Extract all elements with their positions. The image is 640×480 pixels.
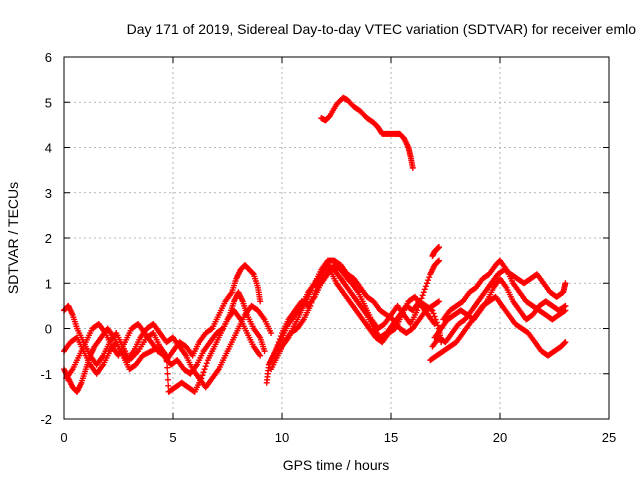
series-track-6 — [265, 257, 442, 368]
data-point — [420, 289, 427, 296]
data-point — [164, 370, 171, 377]
chart-title: Day 171 of 2019, Sidereal Day-to-day VTE… — [127, 21, 637, 37]
y-tick-label: 4 — [45, 141, 52, 156]
plot-frame — [63, 56, 610, 420]
data-point — [164, 376, 171, 383]
data-point — [257, 298, 264, 305]
data-point — [418, 295, 425, 302]
data-point — [198, 375, 205, 382]
series-track-12 — [431, 275, 569, 341]
x-tick-label: 15 — [384, 430, 398, 445]
data-point — [562, 307, 569, 314]
data-point — [165, 382, 172, 389]
series-track-13 — [440, 257, 569, 323]
data-point — [274, 342, 281, 349]
data-point — [202, 363, 209, 370]
data-point — [200, 369, 207, 376]
data-point — [435, 258, 442, 265]
data-point — [277, 333, 284, 340]
y-tick-label: 0 — [45, 322, 52, 337]
data-marks — [61, 94, 569, 395]
data-point — [434, 299, 441, 306]
data-point — [308, 299, 315, 306]
series-track-9 — [318, 94, 416, 171]
data-point — [423, 280, 430, 287]
data-point — [421, 286, 428, 293]
series-track-11 — [429, 266, 569, 350]
x-tick-label: 0 — [60, 430, 67, 445]
data-point — [562, 280, 569, 287]
y-tick-label: 1 — [45, 276, 52, 291]
data-point — [261, 348, 268, 355]
data-point — [391, 326, 398, 333]
data-point — [311, 290, 318, 297]
data-point — [307, 302, 314, 309]
x-tick-label: 25 — [602, 430, 616, 445]
y-axis-label: SDTVAR / TECUs — [5, 182, 21, 294]
series-track-8 — [272, 257, 442, 364]
y-tick-label: -1 — [40, 367, 52, 382]
data-point — [425, 277, 432, 284]
y-tick-label: 5 — [45, 95, 52, 110]
data-point — [310, 293, 317, 300]
series-track-2 — [61, 302, 275, 395]
data-point — [431, 320, 438, 327]
data-point — [219, 326, 226, 333]
data-point — [435, 298, 442, 305]
data-point — [409, 164, 416, 171]
data-point — [249, 270, 256, 277]
data-point — [275, 339, 282, 346]
data-point — [201, 366, 208, 373]
y-tick-label: 3 — [45, 186, 52, 201]
grid-lines — [64, 57, 609, 419]
data-point — [562, 339, 569, 346]
data-point — [199, 372, 206, 379]
data-point — [426, 274, 433, 281]
data-point — [561, 308, 568, 315]
data-point — [309, 296, 316, 303]
data-point — [430, 310, 437, 317]
x-tick-label: 10 — [275, 430, 289, 445]
y-tick-label: 6 — [45, 50, 52, 65]
y-tick-labels: -2 -1 0 1 2 3 4 5 6 — [40, 50, 52, 427]
x-tick-label: 5 — [169, 430, 176, 445]
data-point — [419, 292, 426, 299]
data-point — [268, 330, 275, 337]
series-track-4 — [63, 289, 268, 382]
data-point — [435, 257, 442, 264]
data-point — [435, 244, 442, 251]
data-point — [431, 313, 438, 320]
data-point — [273, 345, 280, 352]
x-tick-labels: 0 5 10 15 20 25 — [60, 430, 616, 445]
data-point — [208, 326, 215, 333]
data-point — [414, 307, 421, 314]
data-point — [434, 322, 441, 329]
x-axis-label: GPS time / hours — [283, 457, 390, 473]
data-point — [561, 339, 568, 346]
data-point — [312, 287, 319, 294]
data-point — [257, 352, 264, 359]
y-tick-label: -2 — [40, 412, 52, 427]
y-tick-label: 2 — [45, 231, 52, 246]
x-tick-label: 20 — [493, 430, 507, 445]
data-point — [203, 360, 210, 367]
data-point — [422, 283, 429, 290]
data-point — [276, 336, 283, 343]
data-point — [164, 364, 171, 371]
series-track-14 — [429, 244, 442, 260]
